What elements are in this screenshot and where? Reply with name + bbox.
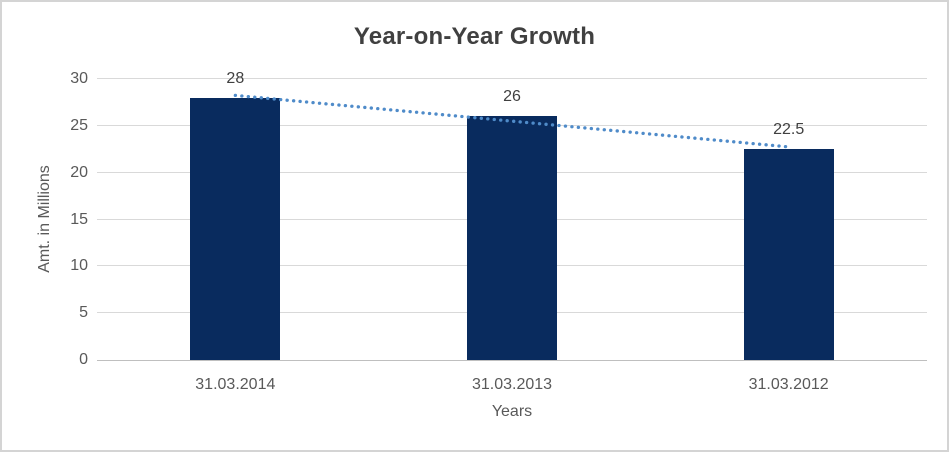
plot-area: 28 26 22.5	[97, 70, 927, 361]
x-axis-title: Years	[491, 403, 533, 420]
x-category-label: 31.03.2014	[195, 376, 276, 393]
bar	[190, 97, 281, 360]
data-label: 26	[503, 88, 521, 106]
bar	[743, 149, 834, 360]
bar	[467, 116, 557, 360]
y-tick-label: 15	[70, 210, 88, 228]
data-label: 28	[226, 69, 245, 87]
chart-title: Year-on-Year Growth	[353, 23, 596, 50]
y-tick-label: 20	[70, 163, 88, 181]
x-category-label: 31.03.2012	[748, 376, 829, 393]
y-tick-label: 30	[70, 70, 88, 87]
y-tick-label: 10	[70, 257, 88, 275]
y-tick-label: 25	[70, 116, 88, 134]
gridline	[97, 78, 927, 79]
x-category-label: 31.03.2013	[471, 376, 553, 393]
x-axis-line	[97, 360, 927, 361]
y-tick-label: 0	[79, 351, 88, 368]
data-label: 22.5	[773, 121, 805, 139]
y-tick-label: 5	[79, 304, 88, 322]
